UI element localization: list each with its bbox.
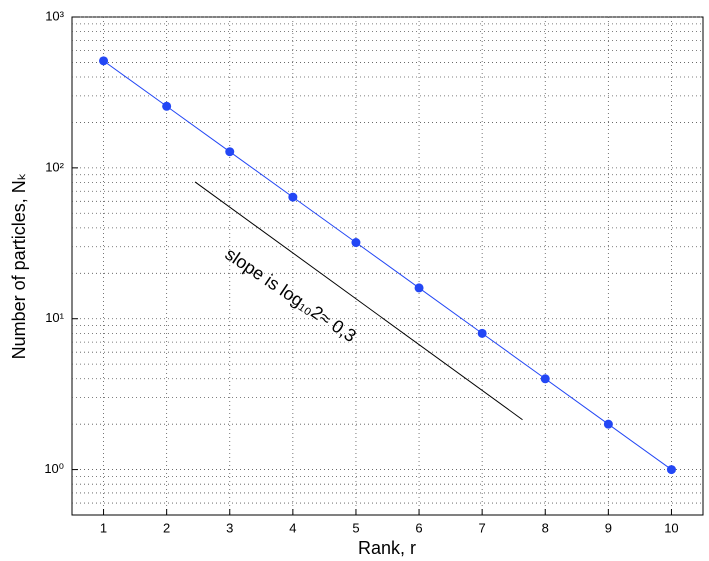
plot-frame — [71, 16, 704, 516]
y-tick-label: 10¹ — [45, 310, 64, 325]
series-line — [103, 60, 672, 470]
data-point — [603, 419, 613, 429]
y-tick-label: 10² — [45, 159, 64, 174]
annotation: slope is log₁₀2≈ 0,3 — [221, 244, 359, 346]
data-point — [351, 238, 361, 248]
y-tick-label: 10³ — [45, 8, 64, 23]
x-tick-label: 6 — [415, 520, 422, 535]
x-tick-label: 3 — [226, 520, 233, 535]
y-axis-label: Number of particles, Nₖ — [9, 173, 29, 360]
x-tick-label: 8 — [542, 520, 549, 535]
x-tick-label: 4 — [289, 520, 296, 535]
data-point — [288, 192, 298, 202]
data-point — [99, 56, 109, 66]
x-tick-label: 10 — [664, 520, 678, 535]
data-point — [540, 374, 550, 384]
x-tick-label: 2 — [163, 520, 170, 535]
data-point — [225, 147, 235, 157]
x-axis-label: Rank, r — [358, 538, 416, 558]
x-tick-label: 9 — [605, 520, 612, 535]
data-point — [477, 328, 487, 338]
x-tick-label: 5 — [352, 520, 359, 535]
x-tick-label: 7 — [479, 520, 486, 535]
data-point — [162, 101, 172, 111]
reference-line — [194, 181, 523, 421]
data-point — [666, 465, 676, 475]
data-point — [414, 283, 424, 293]
y-tick-label: 10⁰ — [44, 461, 64, 476]
x-tick-label: 1 — [100, 520, 107, 535]
